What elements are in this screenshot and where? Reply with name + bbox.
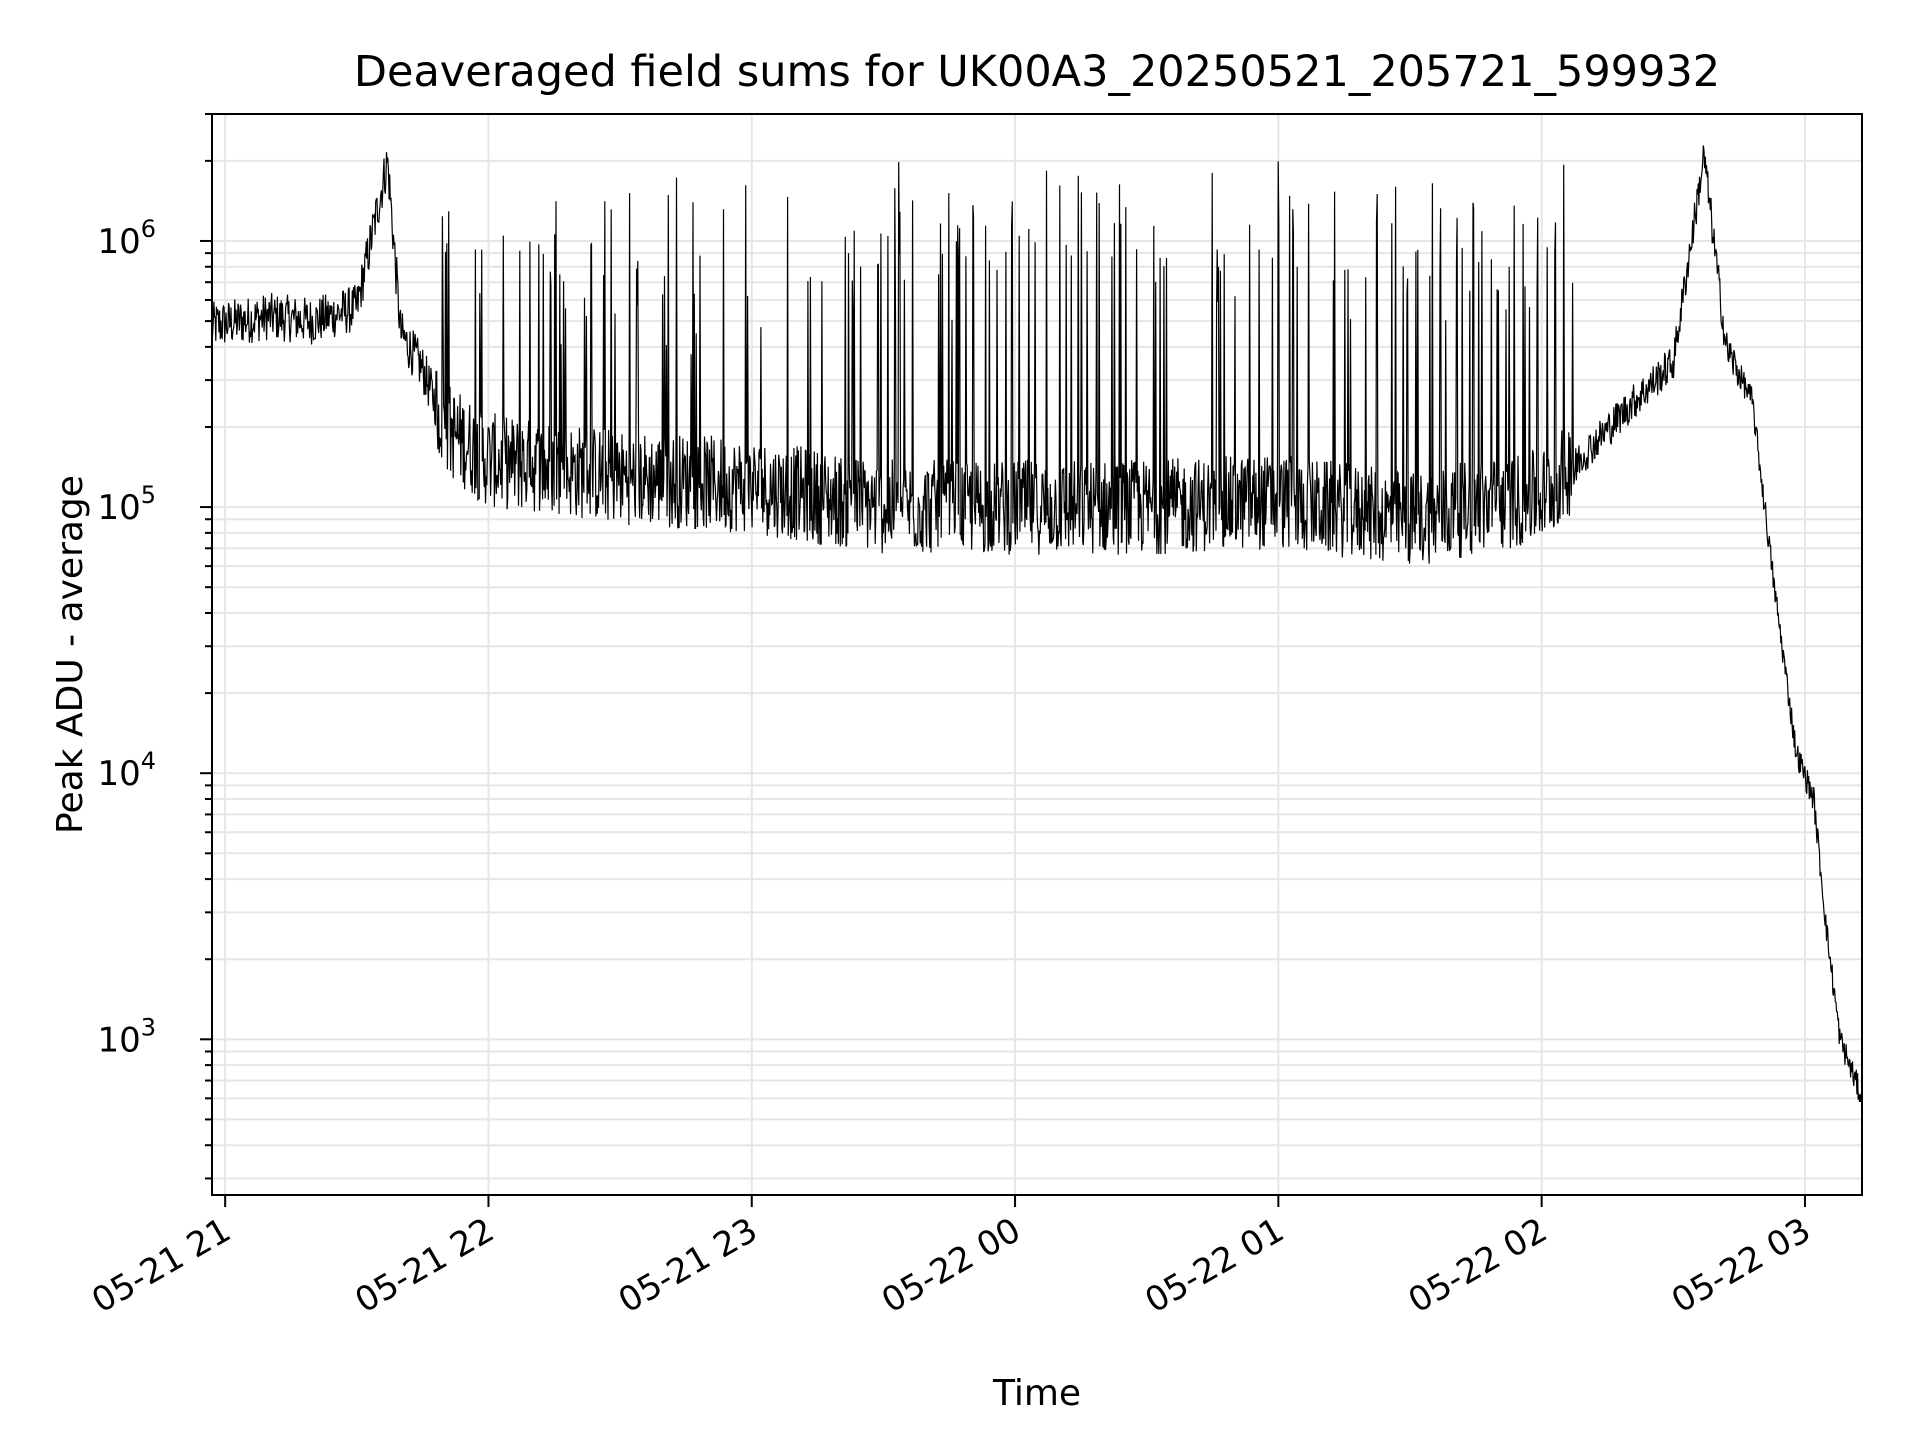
y-tick-label: 105 — [97, 481, 156, 528]
plot-frame — [211, 113, 1863, 1196]
y-tick-label: 106 — [97, 215, 156, 262]
y-tick-label: 104 — [97, 747, 156, 794]
y-tick-exponent: 5 — [141, 481, 156, 509]
chart-title: Deaveraged field sums for UK00A3_2025052… — [354, 47, 1720, 97]
y-tick-exponent: 3 — [141, 1013, 156, 1041]
x-axis-label: Time — [992, 1373, 1081, 1414]
y-tick-exponent: 6 — [141, 215, 156, 243]
y-tick-base: 10 — [97, 488, 140, 528]
series-line — [211, 145, 1863, 1103]
y-tick-base: 10 — [97, 1020, 140, 1060]
y-tick-base: 10 — [97, 754, 140, 794]
series-layer — [211, 145, 1863, 1103]
y-axis-label: Peak ADU - average — [50, 475, 91, 834]
y-tick-label: 103 — [97, 1013, 156, 1060]
y-tick-base: 10 — [97, 222, 140, 262]
y-tick-exponent: 4 — [141, 747, 156, 775]
